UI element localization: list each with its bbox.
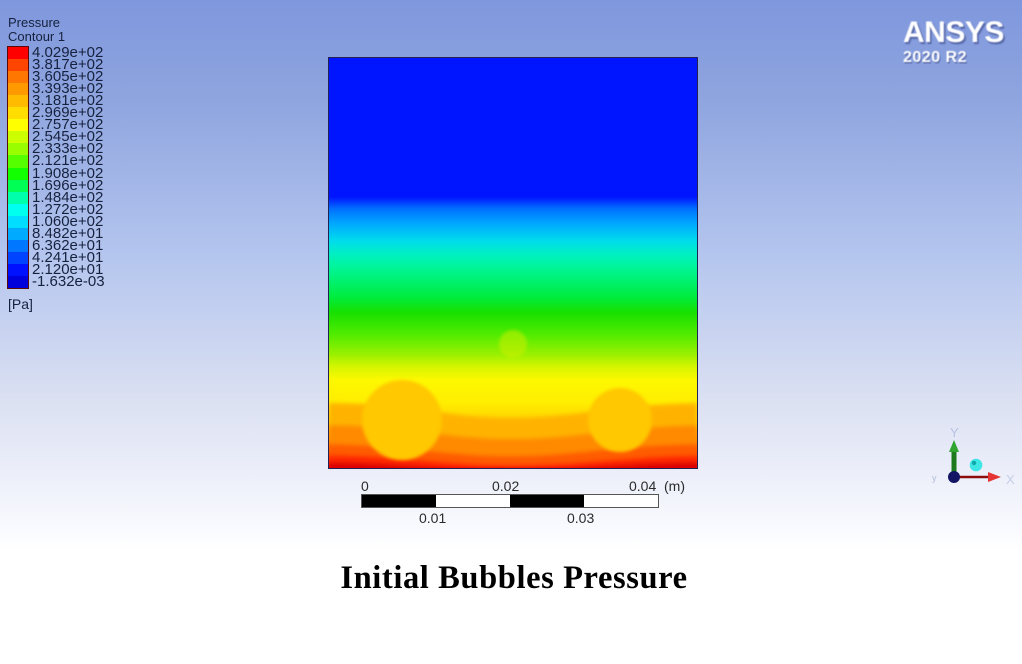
svg-text:y: y [932,473,937,483]
svg-text:Y: Y [950,425,959,440]
svg-text:X: X [1006,472,1015,487]
